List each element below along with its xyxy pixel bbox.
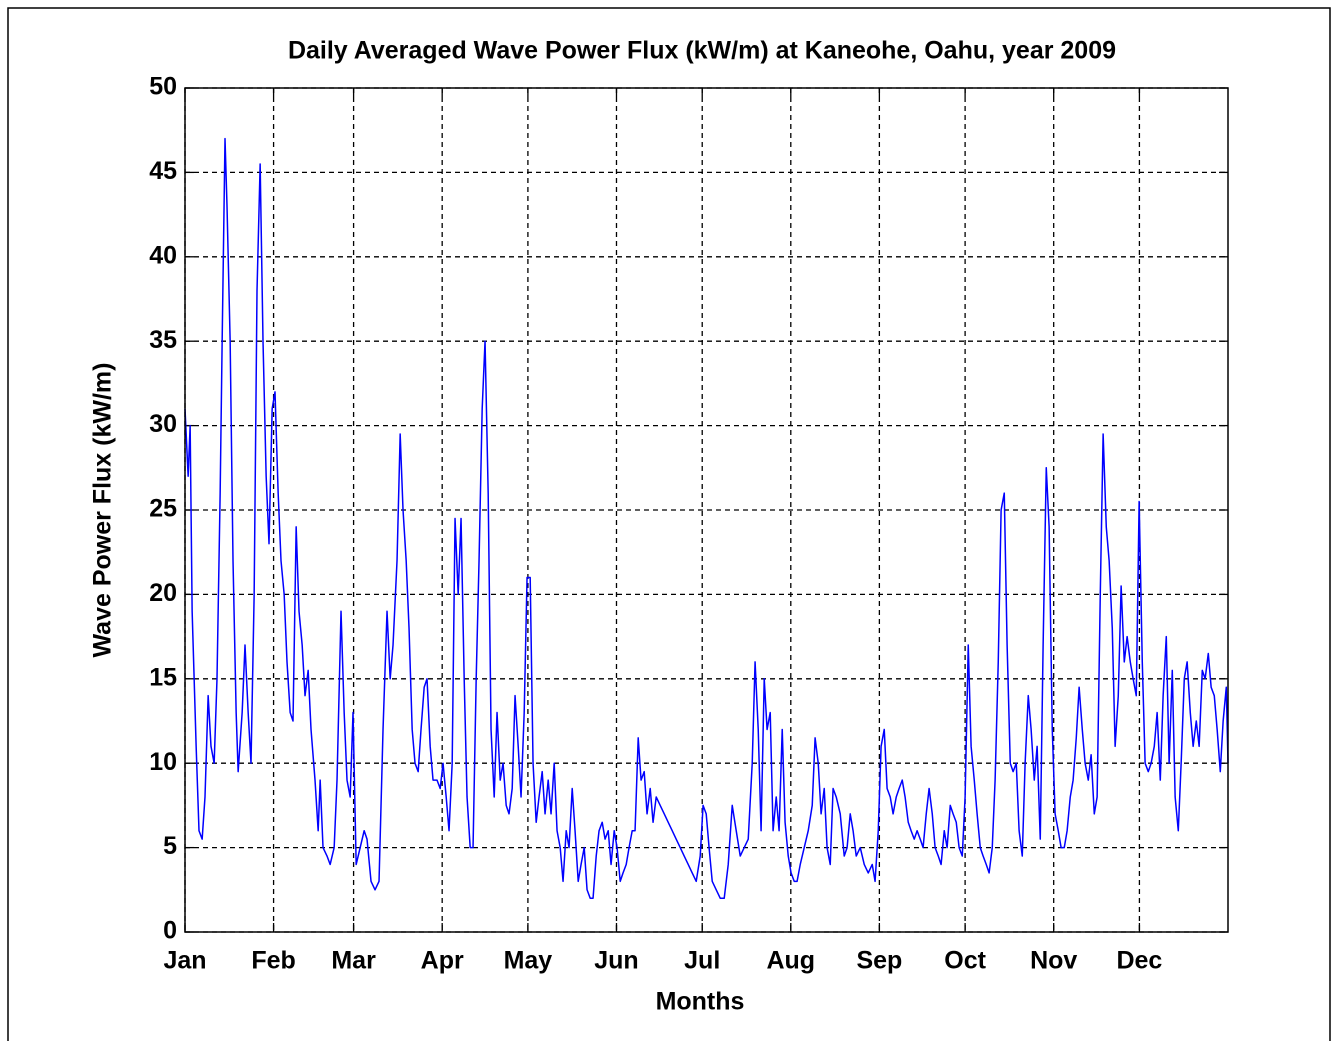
x-tick-label: Jun xyxy=(594,947,638,975)
plot-frame xyxy=(184,87,1229,933)
y-tick-label: 5 xyxy=(163,832,177,860)
x-tick-label: Apr xyxy=(421,947,464,975)
x-tick-label: Jul xyxy=(684,947,720,975)
y-tick-label: 45 xyxy=(149,157,177,185)
chart-title: Daily Averaged Wave Power Flux (kW/m) at… xyxy=(288,37,1116,65)
data-line xyxy=(184,137,1229,899)
x-tick-label: Jan xyxy=(163,947,206,975)
y-tick-label: 35 xyxy=(149,326,177,354)
x-tick-label: Aug xyxy=(766,947,815,975)
frame xyxy=(7,7,1331,1041)
x-tick-label: Oct xyxy=(944,947,986,975)
y-axis-label: Wave Power Flux (kW/m) xyxy=(89,363,117,658)
y-tick-label: 0 xyxy=(163,917,177,945)
y-tick-label: 40 xyxy=(149,241,177,269)
y-tick-label: 50 xyxy=(149,73,177,101)
x-tick-label: Mar xyxy=(331,947,376,975)
x-axis-label: Months xyxy=(656,988,745,1016)
x-tick-label: Nov xyxy=(1030,947,1077,975)
y-tick-label: 30 xyxy=(149,410,177,438)
y-tick-label: 20 xyxy=(149,579,177,607)
x-tick-label: May xyxy=(504,947,553,975)
x-tick-label: Dec xyxy=(1116,947,1162,975)
y-tick-label: 25 xyxy=(149,495,177,523)
y-tick-label: 15 xyxy=(149,663,177,691)
x-tick-label: Sep xyxy=(856,947,902,975)
x-tick-label: Feb xyxy=(251,947,295,975)
y-tick-label: 10 xyxy=(149,748,177,776)
